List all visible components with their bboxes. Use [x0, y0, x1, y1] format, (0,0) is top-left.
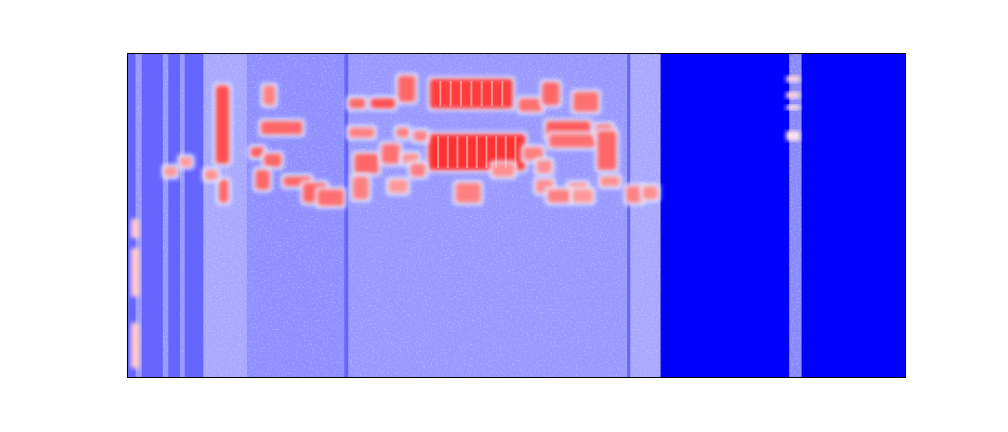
- heatmap-light-streak-6: [786, 131, 801, 141]
- heatmap-hot-spot-25: [536, 160, 552, 174]
- heatmap-light-streak-5: [786, 105, 801, 110]
- heatmap-hot-stripe-0-1: [439, 81, 442, 107]
- heatmap-hot-spot-43: [179, 157, 192, 167]
- heatmap-hot-spot-4: [349, 98, 366, 109]
- heatmap-light-streak-0: [130, 218, 140, 239]
- heatmap-hot-stripe-1-2: [446, 136, 449, 168]
- heatmap-hot-stripe-1-5: [475, 136, 478, 168]
- heatmap-hot-stripe-0-3: [459, 81, 462, 107]
- heatmap-hot-stripe-0-6: [490, 81, 493, 107]
- heatmap-hot-spot-6: [518, 98, 543, 112]
- heatmap-hot-spot-39: [626, 186, 643, 203]
- heatmap-hot-spot-22: [410, 163, 426, 177]
- heatmap-hot-spot-37: [547, 189, 572, 203]
- heatmap-hot-stripe-1-8: [504, 136, 507, 168]
- heatmap-hot-spot-38: [572, 189, 593, 203]
- heatmap-hot-spot-18: [264, 153, 282, 167]
- heatmap-hot-spot-10: [260, 121, 303, 135]
- heatmap-hot-spot-8: [573, 92, 599, 112]
- heatmap-hot-stripe-1-1: [437, 136, 440, 168]
- plot-frame: [127, 53, 906, 378]
- heatmap-light-streak-2: [130, 322, 140, 369]
- heatmap-hot-spot-41: [218, 179, 229, 203]
- heatmap-hot-stripe-1-4: [466, 136, 469, 168]
- heatmap-hot-spot-2: [215, 85, 230, 164]
- plot-area: [127, 53, 906, 378]
- heatmap-hot-stripe-0-4: [470, 81, 473, 107]
- heatmap-hot-spot-34: [455, 183, 481, 203]
- heatmap-column-noise-7: [789, 53, 802, 378]
- heatmap-hot-spot-3: [398, 75, 416, 102]
- heatmap-hot-spot-32: [352, 176, 369, 200]
- heatmap-hot-spot-12: [549, 134, 598, 148]
- heatmap-hot-spot-20: [381, 144, 400, 164]
- heatmap-hot-spot-42: [204, 170, 218, 180]
- heatmap-hot-spot-31: [317, 189, 344, 206]
- heatmap-hot-stripe-1-3: [456, 136, 459, 168]
- heatmap-empty-region: [660, 53, 906, 378]
- heatmap-column-noise-0: [135, 53, 142, 378]
- heatmap-hot-stripe-1-9: [514, 136, 517, 168]
- heatmap-hot-spot-17: [250, 147, 265, 157]
- heatmap-hot-spot-28: [255, 170, 270, 190]
- heatmap-hot-spot-19: [354, 153, 379, 174]
- heatmap-hot-spot-5: [370, 98, 395, 109]
- heatmap-hot-stripe-0-7: [501, 81, 504, 107]
- heatmap-hot-spot-7: [542, 82, 560, 105]
- heatmap-hot-spot-33: [388, 179, 408, 193]
- heatmap-light-streak-1: [130, 248, 140, 297]
- heatmap-hot-spot-24: [523, 147, 543, 161]
- heatmap-hot-spot-16: [413, 131, 427, 141]
- heatmap-hot-spot-44: [164, 166, 177, 177]
- heatmap-hot-stripe-0-2: [449, 81, 452, 107]
- heatmap-hot-spot-14: [349, 127, 374, 138]
- heatmap-light-streak-3: [786, 75, 801, 83]
- heatmap-column-noise-2: [179, 53, 185, 378]
- heatmap-column-noise-6: [630, 53, 661, 378]
- heatmap-hot-spot-40: [642, 186, 658, 200]
- heatmap-light-streak-4: [786, 92, 801, 99]
- heatmap-hot-stripe-1-6: [485, 136, 488, 168]
- heatmap-hot-stripe-0-5: [480, 81, 483, 107]
- heatmap-hot-spot-27: [600, 176, 620, 187]
- heatmap-column-noise-1: [162, 53, 169, 378]
- heatmap-hot-spot-15: [396, 127, 409, 138]
- heatmap-hot-spot-9: [263, 85, 276, 105]
- heatmap-hot-stripe-1-7: [495, 136, 498, 168]
- heatmap-hot-spot-26: [597, 131, 617, 170]
- heatmap-hot-spot-23: [492, 163, 515, 177]
